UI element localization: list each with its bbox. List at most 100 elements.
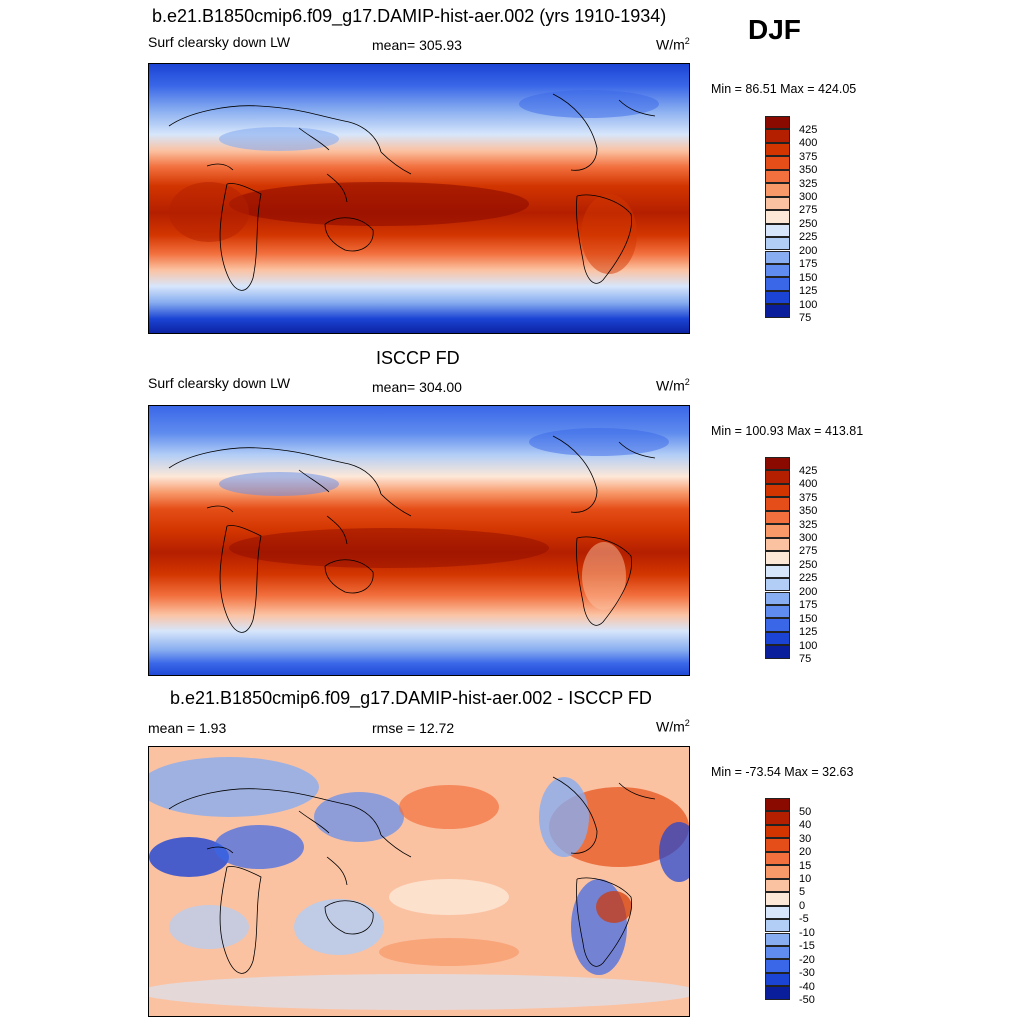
colorbar-label: 15 [799, 859, 812, 872]
colorbar-swatch [765, 798, 790, 812]
colorbar-swatch [765, 196, 790, 211]
colorbar-label: 40 [799, 819, 812, 832]
panel-1-title: b.e21.B1850cmip6.f09_g17.DAMIP-hist-aer.… [152, 6, 667, 26]
colorbar-swatch [765, 824, 790, 839]
panel-1-mean: mean= 305.93 [372, 37, 462, 53]
colorbar-swatch [765, 250, 790, 264]
colorbar-label: 175 [799, 599, 818, 612]
colorbar-swatch [765, 304, 790, 318]
colorbar-swatch [765, 604, 790, 619]
colorbar-swatch [765, 932, 790, 946]
colorbar-swatch [765, 631, 790, 646]
colorbar-label: 30 [799, 832, 812, 845]
colorbar-swatch [765, 564, 790, 579]
panel-2-map-svg [149, 406, 689, 675]
panel-2-mean: mean= 304.00 [372, 379, 462, 395]
colorbar-label: 125 [799, 626, 818, 639]
colorbar-swatch [765, 129, 790, 143]
panel-2-colorbar: 425 400 375 350 325 300 275 250 225 200 175 150 125 1… [765, 457, 817, 665]
colorbar-swatch [765, 183, 790, 197]
colorbar-label: -15 [799, 940, 815, 953]
colorbar-label: 425 [799, 123, 818, 136]
colorbar-label: 325 [799, 518, 818, 531]
colorbar-label: 275 [799, 204, 818, 217]
colorbar-label: 10 [799, 872, 812, 885]
colorbar-label: 150 [799, 271, 818, 284]
colorbar-label: 75 [799, 312, 812, 325]
colorbar-label: 100 [799, 639, 818, 652]
units-base: W/m [656, 718, 685, 735]
units-base: W/m [656, 377, 685, 394]
colorbar-swatch [765, 838, 790, 852]
colorbar-swatch [765, 223, 790, 238]
colorbar-label: 250 [799, 217, 818, 230]
colorbar-label: 325 [799, 177, 818, 190]
colorbar-swatch [765, 497, 790, 511]
panel-3-units: W/m2 [656, 718, 690, 735]
colorbar-label: 300 [799, 531, 818, 544]
colorbar-swatch [765, 892, 790, 906]
colorbar-label: 350 [799, 164, 818, 177]
colorbar-label: 5 [799, 886, 806, 899]
units-exponent: 2 [684, 718, 690, 728]
colorbar-label: 225 [799, 231, 818, 244]
colorbar-swatch [765, 986, 790, 1000]
colorbar-swatch [765, 618, 790, 632]
panel-3-title: b.e21.B1850cmip6.f09_g17.DAMIP-hist-aer.… [170, 688, 652, 708]
colorbar-swatch [765, 919, 790, 933]
colorbar-label: 250 [799, 558, 818, 571]
panel-3-map [148, 746, 690, 1017]
colorbar-swatch [765, 457, 790, 471]
colorbar-label: 400 [799, 137, 818, 150]
units-base: W/m [656, 36, 685, 53]
colorbar-label: 275 [799, 545, 818, 558]
units-exponent: 2 [684, 36, 690, 46]
colorbar-swatch [765, 142, 790, 157]
colorbar-label: 200 [799, 585, 818, 598]
colorbar-swatch [765, 878, 790, 893]
colorbar-label: -50 [799, 994, 815, 1007]
colorbar-label: 50 [799, 805, 812, 818]
colorbar-swatch [765, 290, 790, 305]
panel-3-minmax: Min = -73.54 Max = 32.63 [711, 765, 854, 779]
colorbar-swatch [765, 169, 790, 184]
colorbar-label: 150 [799, 612, 818, 625]
colorbar-label: 300 [799, 190, 818, 203]
colorbar-label: -30 [799, 967, 815, 980]
colorbar-label: -20 [799, 953, 815, 966]
colorbar-swatch [765, 578, 790, 592]
panel-2-map [148, 405, 690, 676]
colorbar-label: 0 [799, 899, 806, 912]
panel-1-units: W/m2 [656, 36, 690, 53]
colorbar-label: 375 [799, 150, 818, 163]
panel-3-rmse: rmse = 12.72 [372, 720, 455, 736]
colorbar-label: 400 [799, 478, 818, 491]
colorbar-swatch [765, 811, 790, 825]
colorbar-swatch [765, 263, 790, 278]
colorbar-swatch [765, 959, 790, 973]
colorbar-swatch [765, 645, 790, 659]
colorbar-swatch [765, 524, 790, 538]
colorbar-label: 200 [799, 244, 818, 257]
colorbar-label: 425 [799, 464, 818, 477]
panel-1-variable: Surf clearsky down LW [148, 34, 291, 50]
colorbar-swatch [765, 945, 790, 960]
panel-3-mean: mean = 1.93 [148, 720, 227, 736]
colorbar-swatch [765, 237, 790, 251]
colorbar-swatch [765, 591, 790, 605]
colorbar-swatch [765, 156, 790, 170]
panel-1-map [148, 63, 690, 334]
colorbar-label: 75 [799, 653, 812, 666]
colorbar-swatch [765, 865, 790, 879]
panel-2-units: W/m2 [656, 377, 690, 394]
panel-2-title: ISCCP FD [376, 348, 460, 368]
colorbar-label: 350 [799, 505, 818, 518]
panel-1-minmax: Min = 86.51 Max = 424.05 [711, 82, 857, 96]
panel-1-map-svg [149, 64, 689, 333]
panel-3-map-svg [149, 747, 689, 1016]
panel-2-minmax: Min = 100.93 Max = 413.81 [711, 424, 864, 438]
panel-1-colorbar: 425 400 375 350 325 300 275 250 225 200 175 150 125 1… [765, 116, 817, 324]
colorbar-swatch [765, 972, 790, 987]
colorbar-label: -40 [799, 980, 815, 993]
colorbar-swatch [765, 116, 790, 130]
